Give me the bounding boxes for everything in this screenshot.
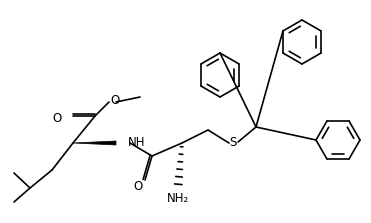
Text: O: O xyxy=(111,93,119,107)
Text: S: S xyxy=(229,136,237,149)
Text: NH₂: NH₂ xyxy=(167,192,189,204)
Text: NH: NH xyxy=(128,136,145,149)
Polygon shape xyxy=(73,141,116,145)
Text: O: O xyxy=(52,112,62,124)
Text: O: O xyxy=(134,180,142,194)
